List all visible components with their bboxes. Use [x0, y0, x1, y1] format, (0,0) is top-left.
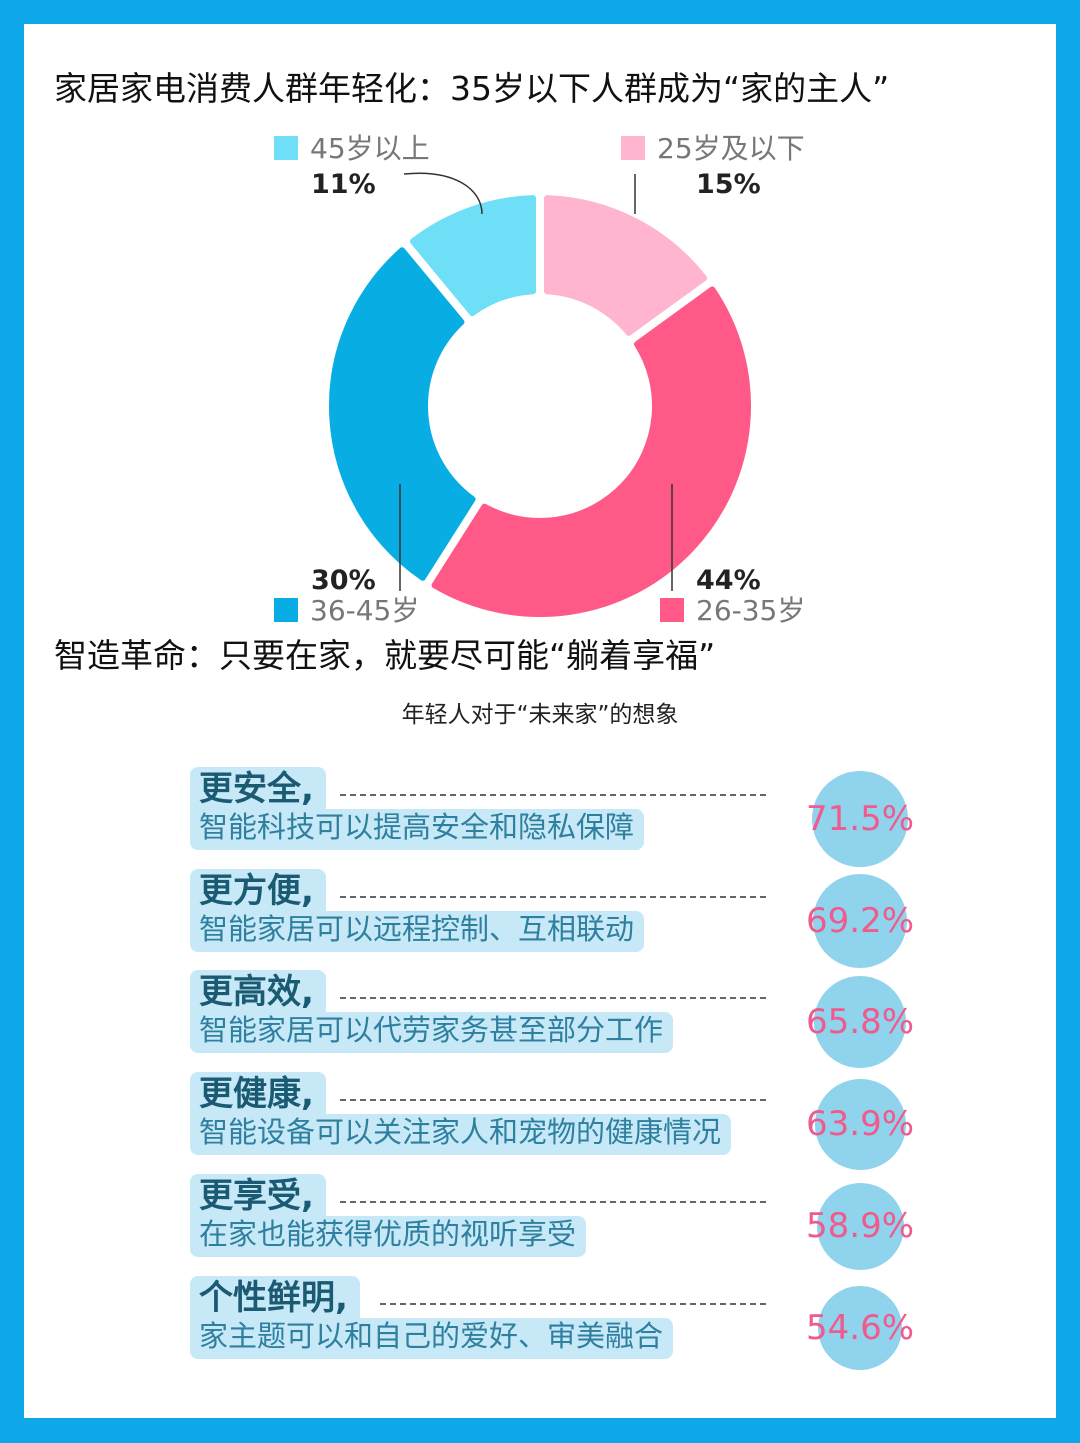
percentage-bubble: 58.9% — [806, 1182, 914, 1270]
pct-label-45-above: 11% — [311, 169, 376, 200]
row-heading: 更高效, — [190, 970, 326, 1018]
pct-label-36-45: 30% — [311, 565, 376, 596]
legend-swatch-25-below — [621, 136, 645, 160]
row-heading: 更方便, — [190, 869, 326, 917]
dashed-leader — [340, 1201, 766, 1203]
infographic-card: 家居家电消费人群年轻化：35岁以下人群成为“家的主人” 45岁以上 11% 25… — [24, 24, 1056, 1418]
donut-slice-45-above — [409, 195, 537, 317]
pct-label-25-below: 15% — [696, 169, 761, 200]
legend-swatch-26-35 — [660, 598, 684, 622]
row-description: 家主题可以和自己的爱好、审美融合 — [190, 1318, 674, 1359]
row-description: 在家也能获得优质的视听享受 — [190, 1216, 587, 1257]
dashed-leader — [380, 1303, 766, 1305]
future-home-row: 更高效, 智能家居可以代劳家务甚至部分工作 65.8% — [190, 970, 914, 1068]
dashed-leader — [340, 1099, 766, 1101]
row-heading: 更安全, — [190, 767, 326, 815]
donut-slice-26-35 — [431, 286, 751, 617]
percentage-bubble: 63.9% — [806, 1078, 914, 1170]
legend-36-45: 36-45岁 — [274, 597, 419, 625]
future-home-row: 更享受, 在家也能获得优质的视听享受 58.9% — [190, 1174, 914, 1270]
donut-slice-36-45 — [329, 247, 476, 581]
bar-chart-subtitle: 年轻人对于“未来家”的想象 — [401, 702, 679, 728]
legend-26-35: 26-35岁 — [660, 597, 805, 625]
legend-label-36-45: 36-45岁 — [310, 594, 420, 627]
percentage-bubble: 69.2% — [806, 874, 914, 968]
legend-label-26-35: 26-35岁 — [696, 594, 806, 627]
pct-label-26-35: 44% — [696, 565, 761, 596]
leader-line-45-above — [403, 172, 483, 215]
age-donut-chart — [329, 172, 751, 617]
future-home-row: 更健康, 智能设备可以关注家人和宠物的健康情况 63.9% — [190, 1072, 914, 1170]
future-home-row: 更方便, 智能家居可以远程控制、互相联动 69.2% — [190, 869, 914, 968]
future-home-row: 更安全, 智能科技可以提高安全和隐私保障 71.5% — [190, 767, 914, 867]
legend-swatch-36-45 — [274, 598, 298, 622]
percentage-bubble: 71.5% — [806, 771, 914, 867]
row-description: 智能科技可以提高安全和隐私保障 — [190, 809, 645, 850]
future-home-row: 个性鲜明, 家主题可以和自己的爱好、审美融合 54.6% — [190, 1276, 914, 1370]
row-description: 智能家居可以远程控制、互相联动 — [190, 911, 645, 952]
section-title-smart-home: 智造革命：只要在家，就要尽可能“躺着享福” — [54, 636, 716, 675]
legend-25-below: 25岁及以下 — [621, 135, 805, 163]
legend-label-25-below: 25岁及以下 — [657, 132, 805, 165]
percentage-bubble: 54.6% — [806, 1286, 914, 1370]
row-description: 智能设备可以关注家人和宠物的健康情况 — [190, 1114, 732, 1155]
legend-45-above: 45岁以上 — [274, 135, 430, 163]
row-heading: 更健康, — [190, 1072, 326, 1120]
row-description: 智能家居可以代劳家务甚至部分工作 — [190, 1012, 674, 1053]
dashed-leader — [340, 896, 766, 898]
donut-slice-25-below — [543, 195, 708, 336]
percentage-bubble: 65.8% — [806, 976, 914, 1068]
donut-chart-title: 家居家电消费人群年轻化：35岁以下人群成为“家的主人” — [54, 69, 890, 108]
dashed-leader — [340, 794, 766, 796]
row-heading: 个性鲜明, — [190, 1276, 360, 1324]
legend-swatch-45-above — [274, 136, 298, 160]
legend-label-45-above: 45岁以上 — [310, 132, 430, 165]
dashed-leader — [340, 997, 766, 999]
row-heading: 更享受, — [190, 1174, 326, 1222]
